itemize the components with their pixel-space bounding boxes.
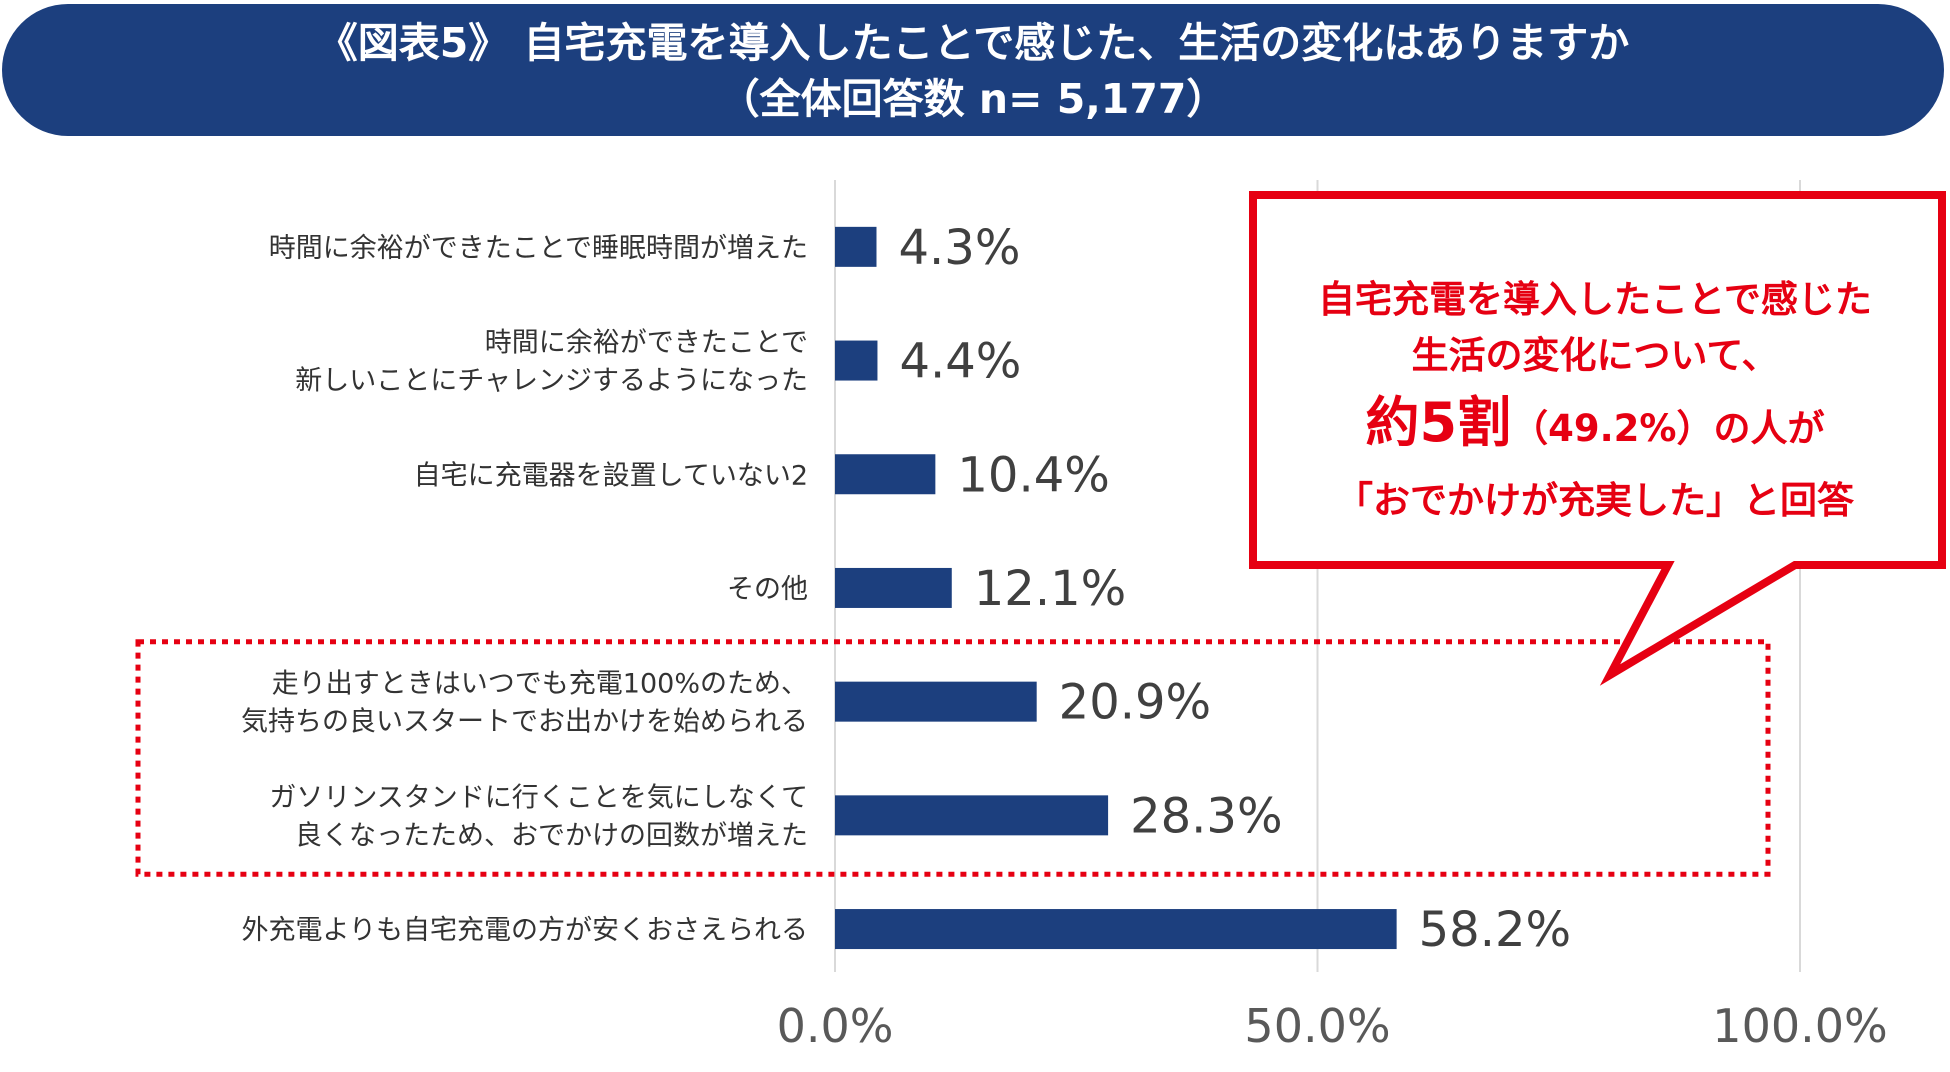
callout-bubble <box>1249 191 1946 686</box>
bar <box>835 226 877 267</box>
data-label: 4.4% <box>899 334 1021 390</box>
bar <box>835 340 878 381</box>
data-label: 28.3% <box>1130 788 1282 844</box>
bar <box>835 454 936 495</box>
bar <box>835 909 1397 950</box>
x-tick-label: 50.0% <box>1244 999 1390 1053</box>
callout-detail: （49.2%）の人が <box>1511 407 1825 450</box>
chart-subtitle: （全体回答数 n= 5,177） <box>718 75 1228 123</box>
title-banner: 《図表5》 自宅充電を導入したことで感じた、生活の変化はありますか （全体回答数… <box>2 4 1944 136</box>
category-label: 外充電よりも自宅充電の方が安くおさえられる <box>242 915 808 946</box>
category-label: 時間に余裕ができたことで睡眠時間が増えた <box>269 233 808 264</box>
category-label: その他 <box>727 574 808 605</box>
category-label: 時間に余裕ができたことで <box>485 328 808 359</box>
chart-title: 《図表5》 自宅充電を導入したことで感じた、生活の変化はありますか <box>316 19 1630 67</box>
callout-line-2: 生活の変化について、 <box>1411 334 1779 377</box>
callout-text: 自宅充電を導入したことで感じた 生活の変化について、 約5割（49.2%）の人が… <box>1255 272 1935 527</box>
category-label: ガソリンスタンドに行くことを気にしなくて <box>269 782 808 813</box>
data-label: 4.3% <box>898 220 1020 276</box>
callout-emphasis: 約5割 <box>1365 391 1512 454</box>
category-label: 良くなったため、おでかけの回数が増えた <box>295 820 808 851</box>
category-label: 新しいことにチャレンジするようになった <box>295 366 808 397</box>
category-label: 自宅に充電器を設置していない2 <box>414 460 808 491</box>
data-label: 12.1% <box>974 561 1126 617</box>
highlight-frame <box>135 639 1771 877</box>
x-tick-label: 100.0% <box>1712 999 1887 1053</box>
data-label: 10.4% <box>957 447 1109 503</box>
bar <box>835 681 1037 722</box>
data-label: 20.9% <box>1059 675 1211 731</box>
category-label: 走り出すときはいつでも充電100%のため、 <box>272 669 808 700</box>
callout-line-1: 自宅充電を導入したことで感じた <box>1318 278 1872 321</box>
callout-line-4: 「おでかけが充実した」と回答 <box>1336 479 1854 522</box>
category-label: 気持ちの良いスタートでお出かけを始められる <box>241 707 808 738</box>
bar <box>835 567 952 608</box>
x-tick-label: 0.0% <box>777 999 894 1053</box>
data-label: 58.2% <box>1419 902 1571 958</box>
bar <box>835 795 1109 836</box>
callout-line-3: 約5割（49.2%）の人が <box>1255 384 1935 475</box>
